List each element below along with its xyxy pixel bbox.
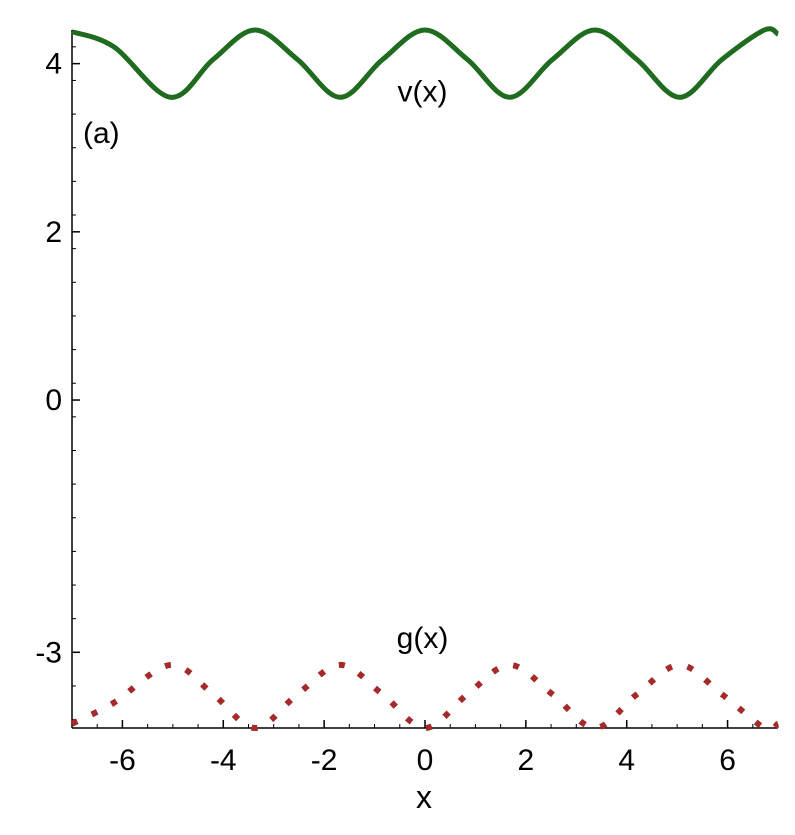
x-tick-label: 4 — [618, 744, 635, 777]
curve-annotation: g(x) — [397, 622, 449, 655]
series-line-v-x — [71, 26, 780, 100]
panel-label: (a) — [83, 117, 120, 150]
x-tick-label: -4 — [210, 744, 237, 777]
series-line-g-x — [70, 661, 780, 733]
y-tick-label: 2 — [45, 216, 62, 249]
y-tick-label: 4 — [45, 48, 62, 81]
y-tick-label: 0 — [45, 384, 62, 417]
chart-series-layer — [70, 26, 780, 733]
y-tick-label: -3 — [35, 636, 62, 669]
x-tick-label: 0 — [417, 744, 434, 777]
chart-axes: 4 2 0 -3 -6 -4 -2 0 2 4 6 — [35, 30, 779, 777]
x-tick-label: -2 — [311, 744, 338, 777]
curve-annotation: v(x) — [397, 75, 447, 108]
x-tick-label: 2 — [518, 744, 535, 777]
x-tick-label: 6 — [719, 744, 736, 777]
x-tick-label: -6 — [109, 744, 136, 777]
x-axis-title: x — [416, 779, 432, 815]
chart-labels-layer: v(x) g(x) — [397, 75, 449, 655]
